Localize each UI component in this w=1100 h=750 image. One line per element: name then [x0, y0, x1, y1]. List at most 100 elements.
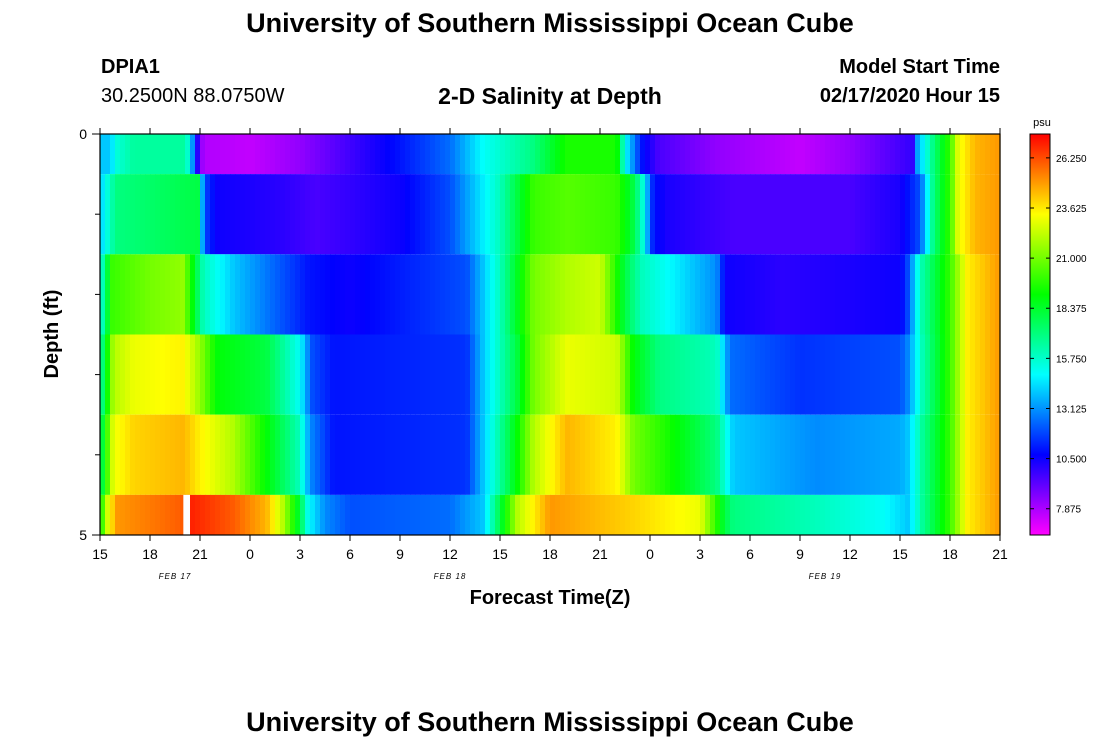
heatmap-cell-0-98 — [590, 134, 596, 175]
heatmap-cell-1-167 — [935, 174, 941, 255]
heatmap-cell-1-157 — [885, 174, 891, 255]
heatmap-cell-0-162 — [910, 134, 916, 175]
x-date-label-0: FEB 17 — [159, 572, 192, 581]
heatmap-cell-3-113 — [665, 334, 671, 415]
heatmap-cell-5-48 — [340, 494, 346, 535]
heatmap-cell-4-153 — [865, 414, 871, 495]
heatmap-cell-3-100 — [600, 334, 606, 415]
heatmap-cell-4-105 — [625, 414, 631, 495]
heatmap-cell-5-156 — [880, 494, 886, 535]
heatmap-cell-4-174 — [970, 414, 976, 495]
colorbar-tick-label-0: 26.250 — [1056, 154, 1087, 165]
heatmap-cell-3-163 — [915, 334, 921, 415]
heatmap-cell-4-133 — [765, 414, 771, 495]
heatmap-cell-0-119 — [695, 134, 701, 175]
heatmap-cell-5-59 — [395, 494, 401, 535]
heatmap-cell-3-1 — [105, 334, 111, 415]
heatmap-cell-0-22 — [210, 134, 216, 175]
heatmap-cell-1-85 — [525, 174, 531, 255]
heatmap-cell-0-144 — [820, 134, 826, 175]
heatmap-cell-4-173 — [965, 414, 971, 495]
heatmap-cell-2-27 — [235, 254, 241, 335]
heatmap-cell-2-72 — [460, 254, 466, 335]
heatmap-cell-1-119 — [695, 174, 701, 255]
heatmap-cell-0-129 — [745, 134, 751, 175]
heatmap-cell-3-131 — [755, 334, 761, 415]
heatmap-cell-2-0 — [100, 254, 106, 335]
heatmap-cell-4-114 — [670, 414, 676, 495]
heatmap-cell-3-83 — [515, 334, 521, 415]
heatmap-cell-3-4 — [120, 334, 126, 415]
heatmap-cell-4-159 — [895, 414, 901, 495]
heatmap-cell-2-3 — [115, 254, 121, 335]
heatmap-cell-2-13 — [165, 254, 171, 335]
heatmap-cell-3-119 — [695, 334, 701, 415]
heatmap-cell-3-167 — [935, 334, 941, 415]
heatmap-cell-1-39 — [295, 174, 301, 255]
heatmap-cell-1-20 — [200, 174, 206, 255]
heatmap-cell-4-74 — [470, 414, 476, 495]
heatmap-cell-1-117 — [685, 174, 691, 255]
heatmap-cell-3-179 — [995, 334, 1001, 415]
heatmap-cell-2-138 — [790, 254, 796, 335]
heatmap-cell-3-174 — [970, 334, 976, 415]
heatmap-cell-0-107 — [635, 134, 641, 175]
heatmap-cell-1-4 — [120, 174, 126, 255]
heatmap-cell-3-104 — [620, 334, 626, 415]
heatmap-cell-1-138 — [790, 174, 796, 255]
heatmap-cell-2-1 — [105, 254, 111, 335]
heatmap-cell-2-25 — [225, 254, 231, 335]
heatmap-cell-4-6 — [130, 414, 136, 495]
heatmap-cell-2-53 — [365, 254, 371, 335]
heatmap-cell-3-71 — [455, 334, 461, 415]
heatmap-cell-2-47 — [335, 254, 341, 335]
heatmap-cell-1-88 — [540, 174, 546, 255]
heatmap-cell-3-79 — [495, 334, 501, 415]
heatmap-cell-0-93 — [565, 134, 571, 175]
heatmap-cell-5-88 — [540, 494, 546, 535]
heatmap-cell-1-58 — [390, 174, 396, 255]
heatmap-cell-3-129 — [745, 334, 751, 415]
heatmap-cell-5-44 — [320, 494, 326, 535]
heatmap-cell-1-89 — [545, 174, 551, 255]
heatmap-cell-5-99 — [595, 494, 601, 535]
heatmap-cell-4-66 — [430, 414, 436, 495]
heatmap-cell-5-89 — [545, 494, 551, 535]
heatmap-cell-0-56 — [380, 134, 386, 175]
heatmap-cell-5-131 — [755, 494, 761, 535]
heatmap-cell-2-178 — [990, 254, 996, 335]
heatmap-cell-3-54 — [370, 334, 376, 415]
heatmap-cell-0-149 — [845, 134, 851, 175]
heatmap-cell-1-2 — [110, 174, 116, 255]
heatmap-cell-1-47 — [335, 174, 341, 255]
heatmap-cell-2-6 — [130, 254, 136, 335]
heatmap-cell-0-169 — [945, 134, 951, 175]
heatmap-cell-5-163 — [915, 494, 921, 535]
heatmap-cell-2-179 — [995, 254, 1001, 335]
heatmap-cell-0-105 — [625, 134, 631, 175]
heatmap-cell-2-61 — [405, 254, 411, 335]
heatmap-cell-5-154 — [870, 494, 876, 535]
heatmap-cell-5-80 — [500, 494, 506, 535]
heatmap-cell-1-64 — [420, 174, 426, 255]
heatmap-cell-4-28 — [240, 414, 246, 495]
heatmap-cell-4-129 — [745, 414, 751, 495]
heatmap-cell-5-127 — [735, 494, 741, 535]
heatmap-cell-0-177 — [985, 134, 991, 175]
heatmap-cell-5-20 — [200, 494, 206, 535]
heatmap-cell-2-44 — [320, 254, 326, 335]
heatmap-cell-0-87 — [535, 134, 541, 175]
heatmap-cell-1-99 — [595, 174, 601, 255]
heatmap-cell-2-91 — [555, 254, 561, 335]
heatmap-cell-4-16 — [180, 414, 186, 495]
heatmap-cell-1-115 — [675, 174, 681, 255]
heatmap-cell-0-0 — [100, 134, 106, 175]
heatmap-cell-2-102 — [610, 254, 616, 335]
heatmap-cell-3-124 — [720, 334, 726, 415]
heatmap-cell-3-37 — [285, 334, 291, 415]
heatmap-cell-0-178 — [990, 134, 996, 175]
heatmap-cell-1-8 — [140, 174, 146, 255]
heatmap-cell-3-109 — [645, 334, 651, 415]
heatmap-cell-5-169 — [945, 494, 951, 535]
heatmap-cell-4-84 — [520, 414, 526, 495]
